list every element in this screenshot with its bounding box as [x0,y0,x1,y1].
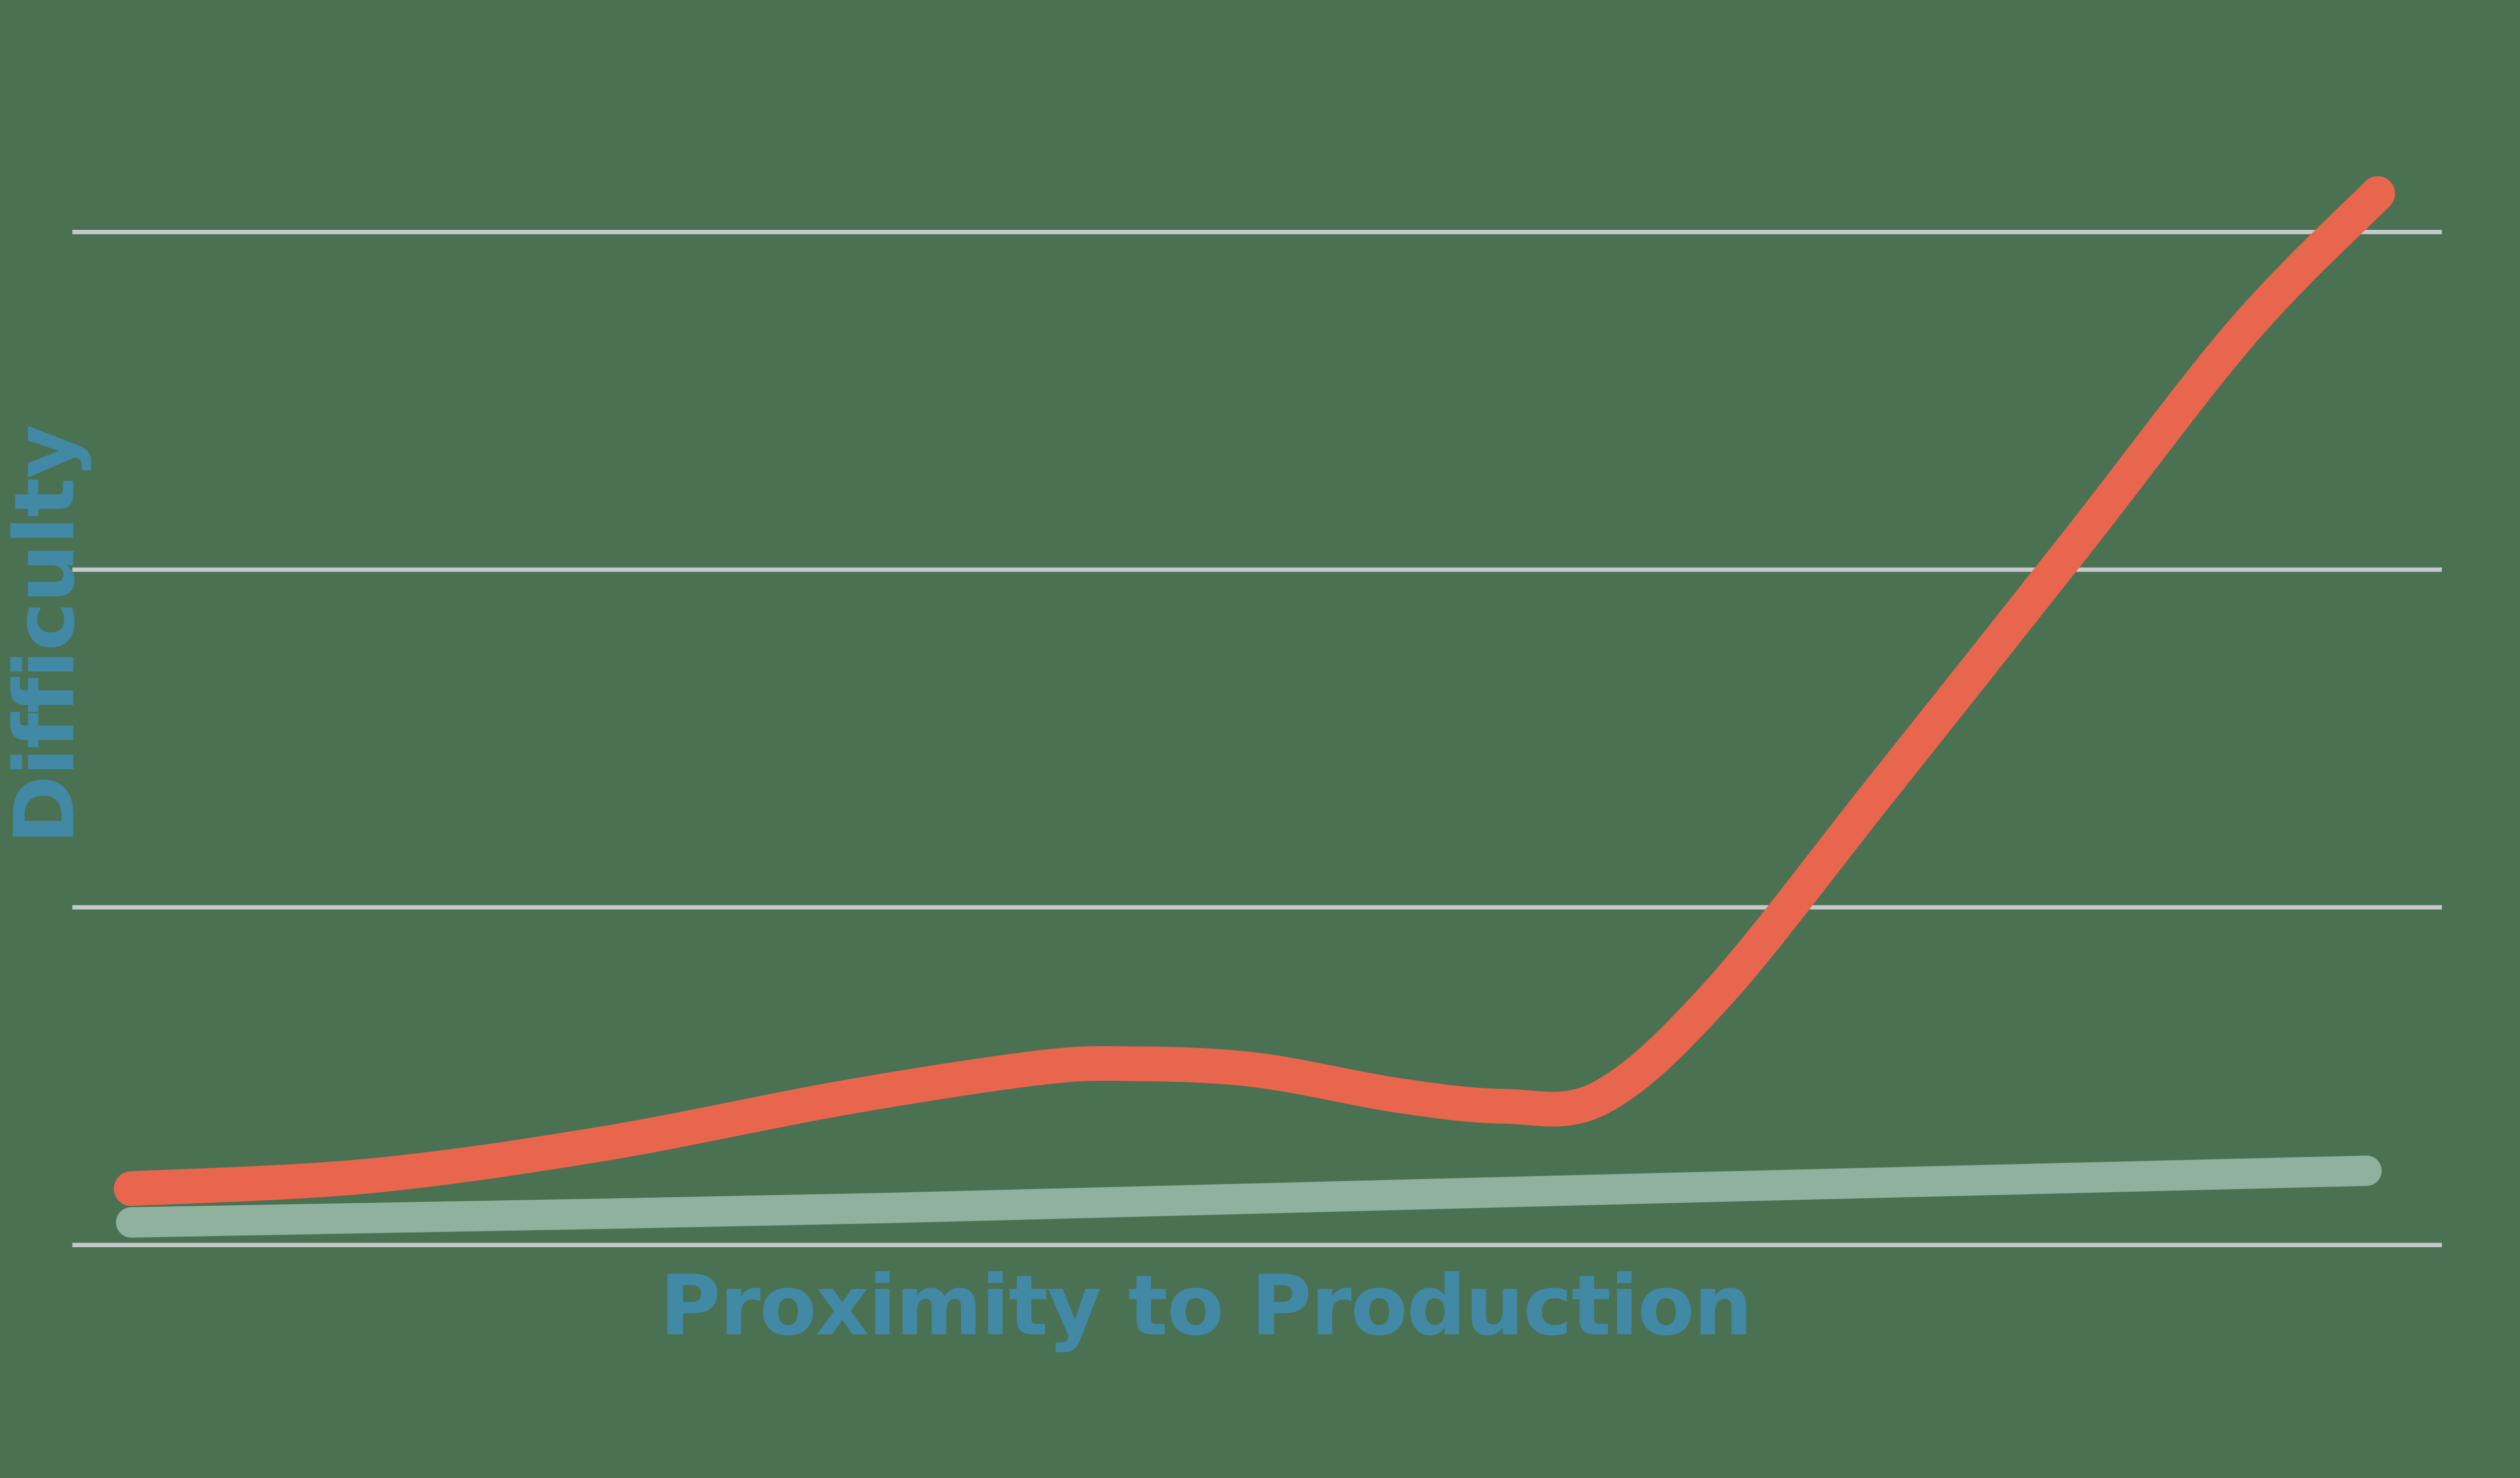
gridlines [72,229,2442,1248]
series-group [113,176,2396,1238]
x-axis-label: Proximity to Production [660,1257,1751,1354]
baseline-curve [116,1155,2382,1238]
y-axis-label: Difficulty [0,425,93,844]
difficulty-curve [113,176,2396,1206]
